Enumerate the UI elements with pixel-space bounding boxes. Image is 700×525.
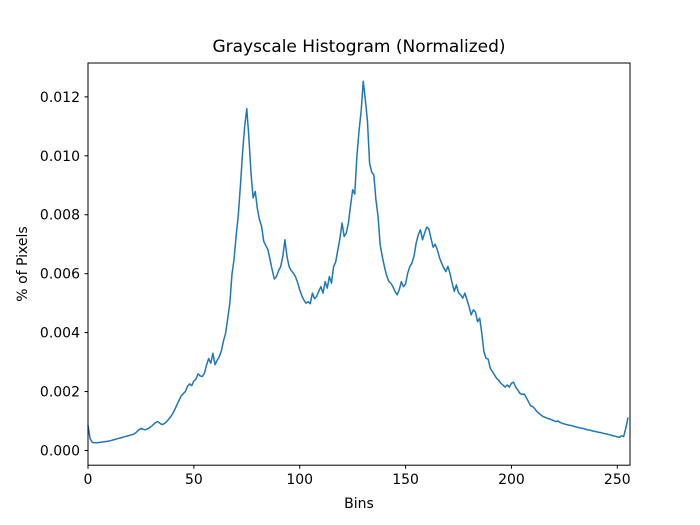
y-tick-label: 0.006 <box>40 267 80 283</box>
x-axis-label: Bins <box>344 496 374 512</box>
plot-frame <box>87 62 631 466</box>
x-tick-label: 150 <box>392 472 419 488</box>
x-tick-label: 100 <box>286 472 313 488</box>
y-tick-label: 0.002 <box>40 385 80 401</box>
y-axis-ticks: 0.000 0.002 0.004 0.006 0.008 0.010 0.012 <box>40 90 88 459</box>
y-axis-label: % of Pixels <box>15 226 31 301</box>
x-axis-ticks: 0 50 100 150 200 250 <box>84 465 631 488</box>
y-tick-label: 0.004 <box>40 326 80 342</box>
y-tick-label: 0.012 <box>40 90 80 106</box>
histogram-line <box>87 80 629 444</box>
y-tick-label: 0.000 <box>40 443 80 459</box>
data-series <box>87 80 629 444</box>
chart-title: Grayscale Histogram (Normalized) <box>212 37 505 57</box>
x-tick-label: 250 <box>604 472 631 488</box>
x-tick-label: 0 <box>84 472 93 488</box>
x-tick-label: 200 <box>498 472 525 488</box>
y-tick-label: 0.008 <box>40 208 80 224</box>
y-tick-label: 0.010 <box>40 149 80 165</box>
x-tick-label: 50 <box>185 472 203 488</box>
